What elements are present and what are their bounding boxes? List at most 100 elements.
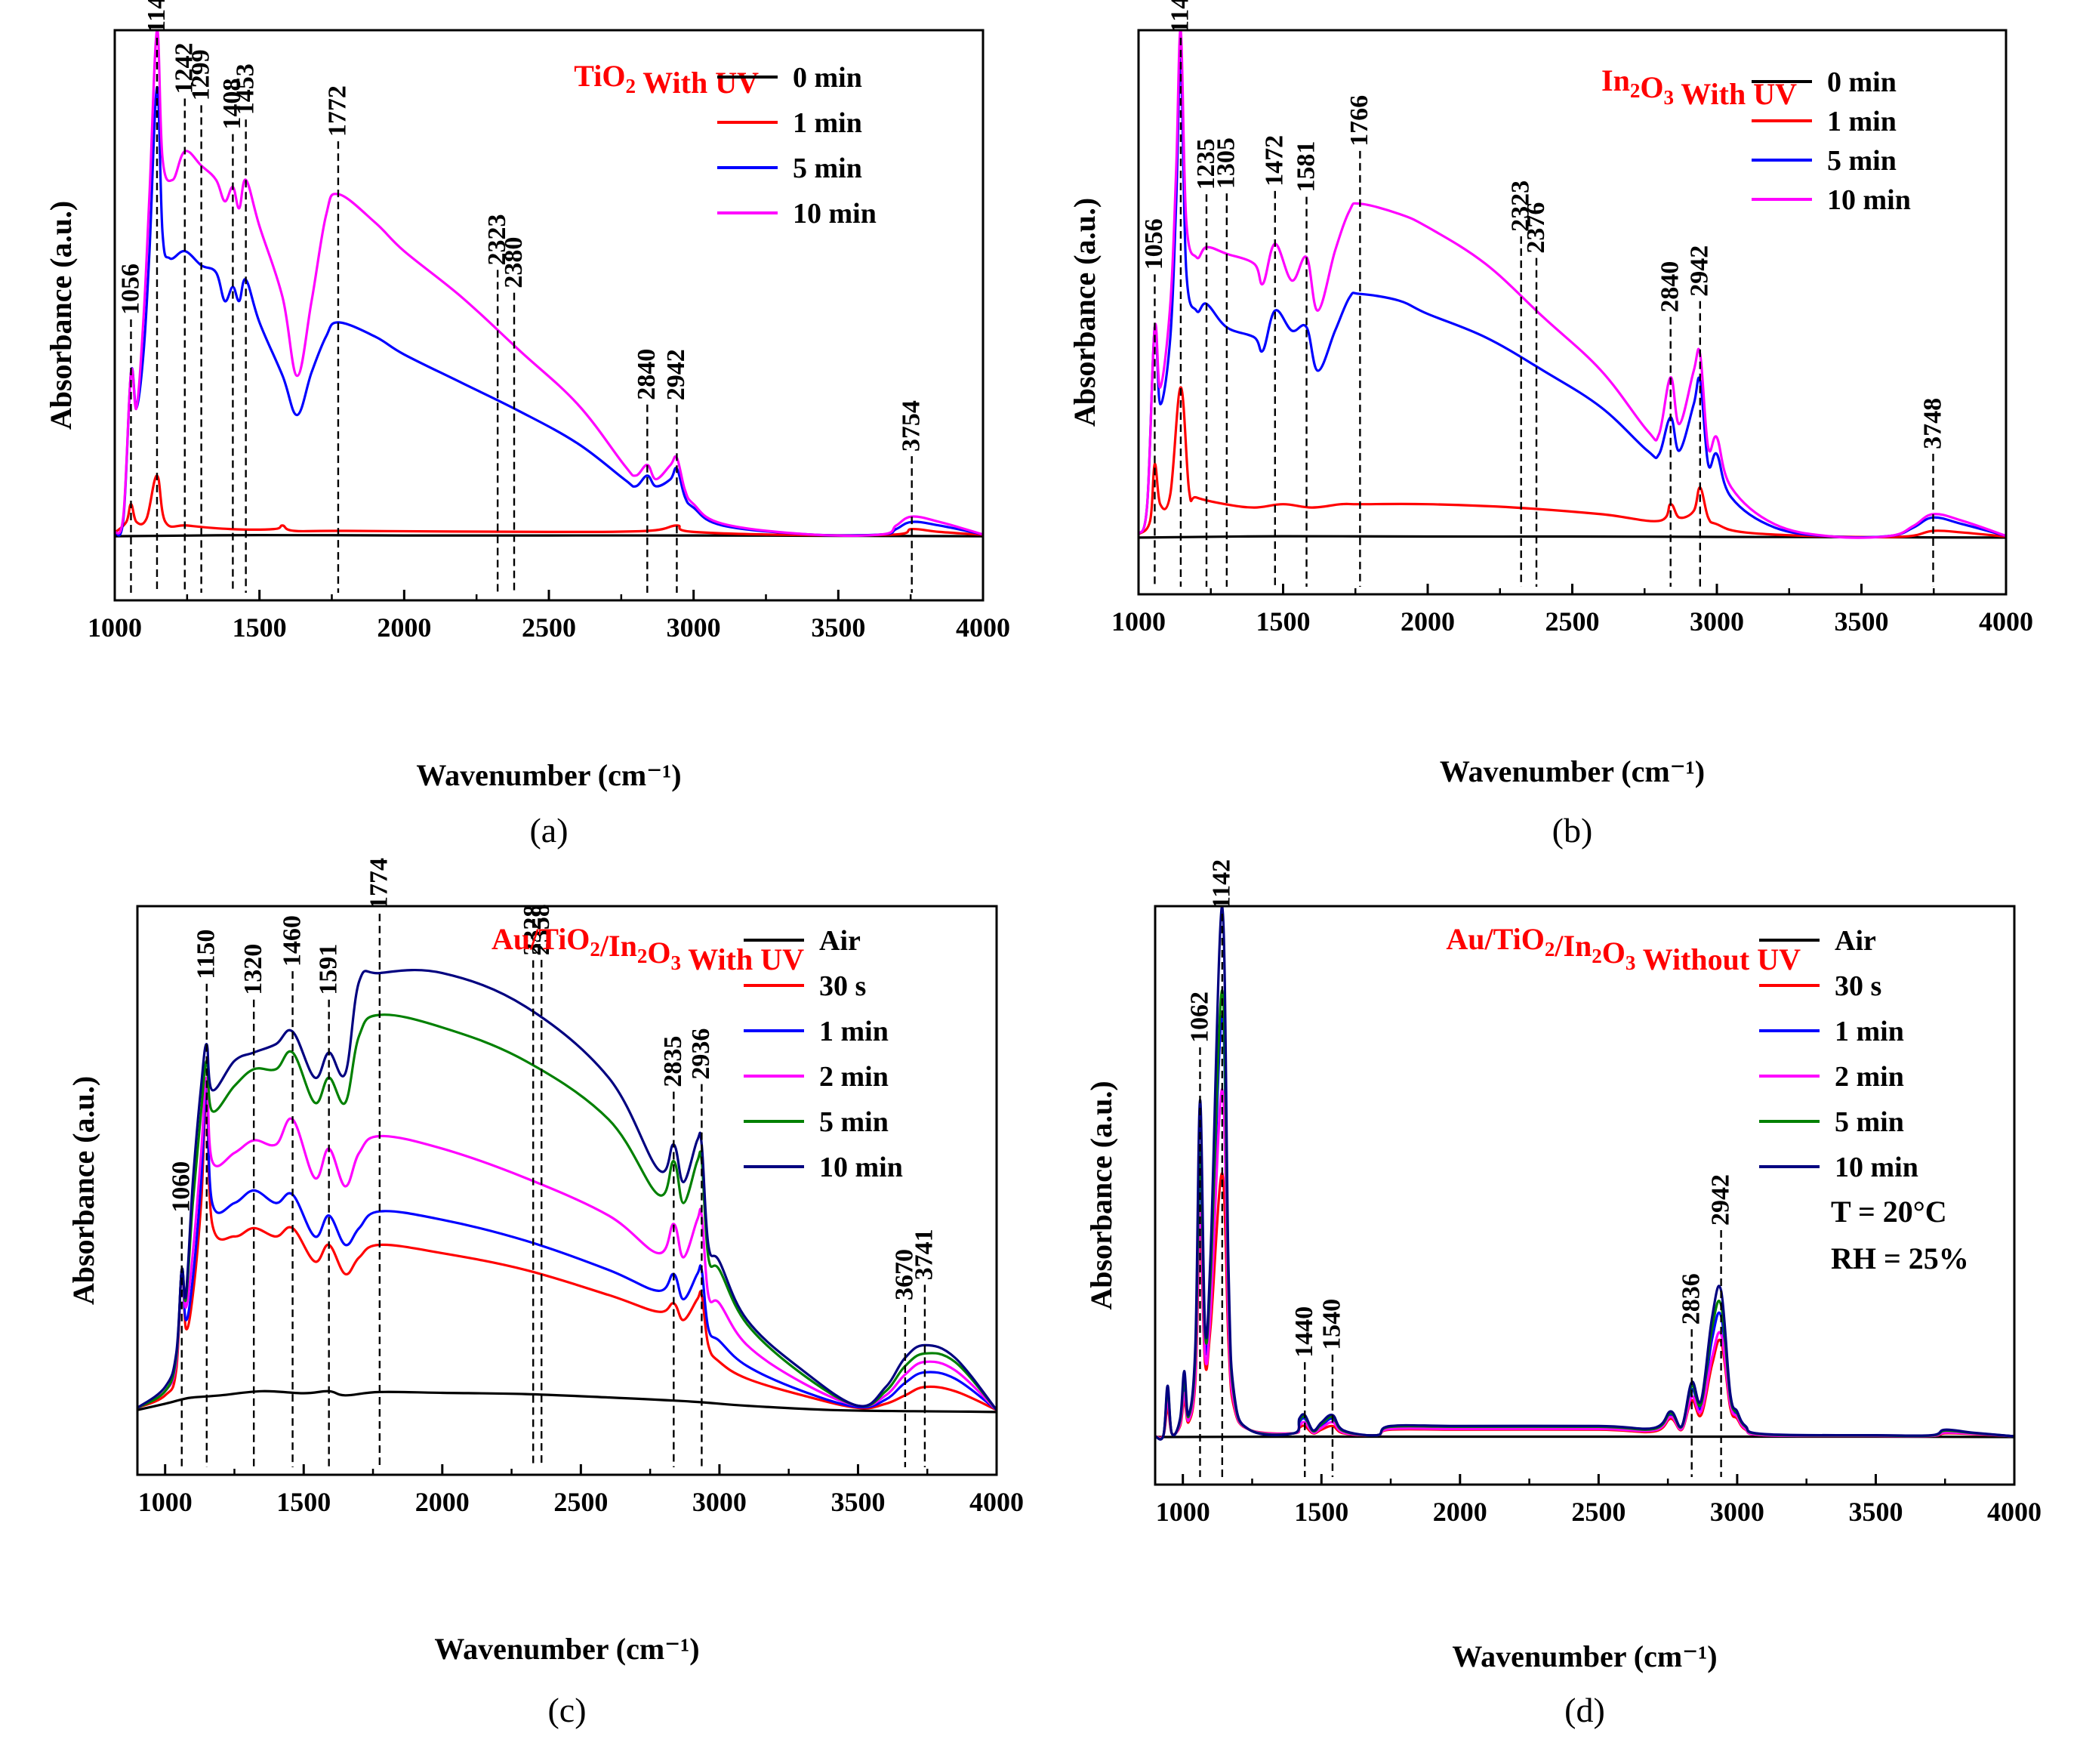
x-tick-label: 2000 (415, 1487, 470, 1517)
legend-label: 1 min (1827, 106, 1897, 137)
x-tick-label: 1000 (1111, 606, 1166, 637)
legend-label: Air (1835, 925, 1876, 957)
peak-label-1440: 1440 (1290, 1306, 1318, 1358)
series-line-2-min (137, 1076, 997, 1411)
peak-label-1242: 1242 (171, 42, 199, 94)
y-axis-label: Absorbance (a.u.) (66, 1076, 100, 1305)
peak-label-1235: 1235 (1192, 138, 1220, 190)
x-tick-label: 3500 (811, 612, 865, 643)
x-tick-label: 2500 (553, 1487, 608, 1517)
peak-label-1460: 1460 (278, 915, 306, 967)
legend-label: 10 min (1827, 184, 1911, 216)
peak-label-2323: 2323 (483, 214, 511, 265)
peak-label-3670: 3670 (891, 1249, 919, 1300)
x-tick-label: 1500 (1256, 606, 1311, 637)
series-line-10-min (1155, 906, 2014, 1441)
peak-label-3741: 3741 (911, 1229, 938, 1280)
peak-label-1766: 1766 (1345, 95, 1373, 146)
x-tick-label: 1500 (233, 612, 287, 643)
legend-label: 10 min (1835, 1152, 1918, 1183)
x-tick-label: 4000 (956, 612, 1010, 643)
peak-label-1299: 1299 (186, 49, 214, 100)
peak-label-1305: 1305 (1213, 137, 1240, 189)
x-tick-label: 2500 (1545, 606, 1600, 637)
condition-note: RH = 25% (1831, 1241, 1969, 1275)
peak-label-1146: 1146 (143, 0, 171, 33)
peak-label-2380: 2380 (500, 237, 528, 288)
peak-label-3754: 3754 (897, 400, 925, 452)
peak-label-1591: 1591 (314, 944, 342, 995)
series-line-5-min (137, 1013, 997, 1411)
x-tick-label: 3000 (1710, 1497, 1764, 1527)
chart-title: TiO2 With UV (574, 59, 759, 100)
peak-label-1142: 1142 (1208, 859, 1236, 909)
peak-label-2936: 2936 (687, 1028, 715, 1080)
condition-note: T = 20°C (1831, 1195, 1947, 1229)
peak-label-2942: 2942 (1706, 1174, 1734, 1226)
x-tick-label: 2000 (1433, 1497, 1487, 1527)
legend-label: 10 min (793, 198, 877, 230)
series-line-10-min (115, 30, 983, 538)
legend-label: 5 min (1835, 1106, 1904, 1138)
legend-label: 0 min (1827, 66, 1897, 98)
legend-label: 30 s (1835, 970, 1881, 1002)
panel-caption: (a) (529, 811, 568, 850)
x-tick-label: 3500 (1835, 606, 1889, 637)
x-axis-label: Wavenumber (cm⁻¹) (416, 758, 681, 792)
legend-label: 5 min (819, 1106, 889, 1138)
peak-label-1060: 1060 (168, 1161, 196, 1213)
series-line-5-min (115, 85, 983, 537)
peak-label-3748: 3748 (1918, 398, 1946, 449)
peak-label-2323: 2323 (1507, 180, 1535, 232)
x-tick-label: 1000 (138, 1487, 193, 1517)
x-tick-label: 1500 (1294, 1497, 1348, 1527)
x-axis-label: Wavenumber (cm⁻¹) (1440, 754, 1705, 788)
peak-label-1408: 1408 (218, 79, 246, 130)
y-axis-label: Absorbance (a.u.) (44, 201, 78, 430)
panel-caption: (d) (1564, 1691, 1605, 1729)
series-line-1-min (1139, 386, 2006, 538)
series-line-1-min (137, 1084, 997, 1411)
panel-caption: (c) (547, 1691, 586, 1729)
peak-label-1056: 1056 (1140, 218, 1168, 270)
peak-label-1320: 1320 (239, 944, 267, 995)
x-axis-label: Wavenumber (cm⁻¹) (1452, 1639, 1717, 1673)
peak-label-1146: 1146 (1166, 0, 1194, 33)
legend-label: Air (819, 925, 861, 957)
x-axis-label: Wavenumber (cm⁻¹) (434, 1632, 699, 1666)
peak-label-2835: 2835 (659, 1036, 687, 1087)
peak-label-2942: 2942 (662, 349, 690, 400)
legend-label: 1 min (819, 1016, 889, 1047)
x-tick-label: 1500 (276, 1487, 331, 1517)
x-tick-label: 4000 (1987, 1497, 2042, 1527)
chart-panel-d: 1062 1142 1440 1540 2836 2942 1000 1500 2000 2500… (1084, 859, 2042, 1729)
y-axis-label: Absorbance (a.u.) (1084, 1081, 1118, 1309)
x-tick-label: 3000 (692, 1487, 747, 1517)
peak-label-1453: 1453 (231, 63, 259, 115)
peak-label-2376: 2376 (1522, 202, 1550, 254)
x-tick-label: 3000 (667, 612, 721, 643)
peak-label-1472: 1472 (1261, 135, 1289, 187)
series-line-30-s (137, 1093, 997, 1411)
peak-label-1540: 1540 (1318, 1299, 1346, 1350)
legend-label: 5 min (793, 153, 862, 184)
chart-title: Au/TiO2/In2O3 With UV (492, 922, 804, 976)
x-tick-label: 3500 (1848, 1497, 1903, 1527)
peak-label-1581: 1581 (1292, 141, 1320, 193)
x-tick-label: 2500 (1571, 1497, 1626, 1527)
plot-frame (136, 905, 998, 1476)
peak-label-2840: 2840 (1656, 261, 1684, 313)
x-tick-label: 4000 (969, 1487, 1024, 1517)
x-tick-label: 1000 (1156, 1497, 1210, 1527)
x-tick-label: 2000 (377, 612, 431, 643)
peak-label-2328: 2328 (519, 905, 547, 956)
chart-title: In2O3 With UV (1601, 63, 1797, 111)
y-axis-label: Absorbance (a.u.) (1068, 198, 1102, 427)
legend-label: 2 min (819, 1061, 889, 1093)
x-tick-label: 2500 (522, 612, 576, 643)
series-line-10-min (137, 968, 997, 1411)
